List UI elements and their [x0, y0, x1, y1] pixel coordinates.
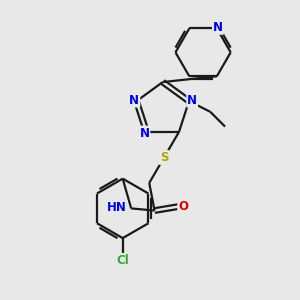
Text: N: N	[129, 94, 140, 106]
Text: S: S	[160, 151, 168, 164]
Text: N: N	[187, 94, 197, 106]
Text: O: O	[178, 200, 188, 213]
Text: N: N	[140, 127, 149, 140]
Text: HN: HN	[107, 201, 127, 214]
Text: N: N	[213, 21, 223, 34]
Text: Cl: Cl	[116, 254, 129, 267]
